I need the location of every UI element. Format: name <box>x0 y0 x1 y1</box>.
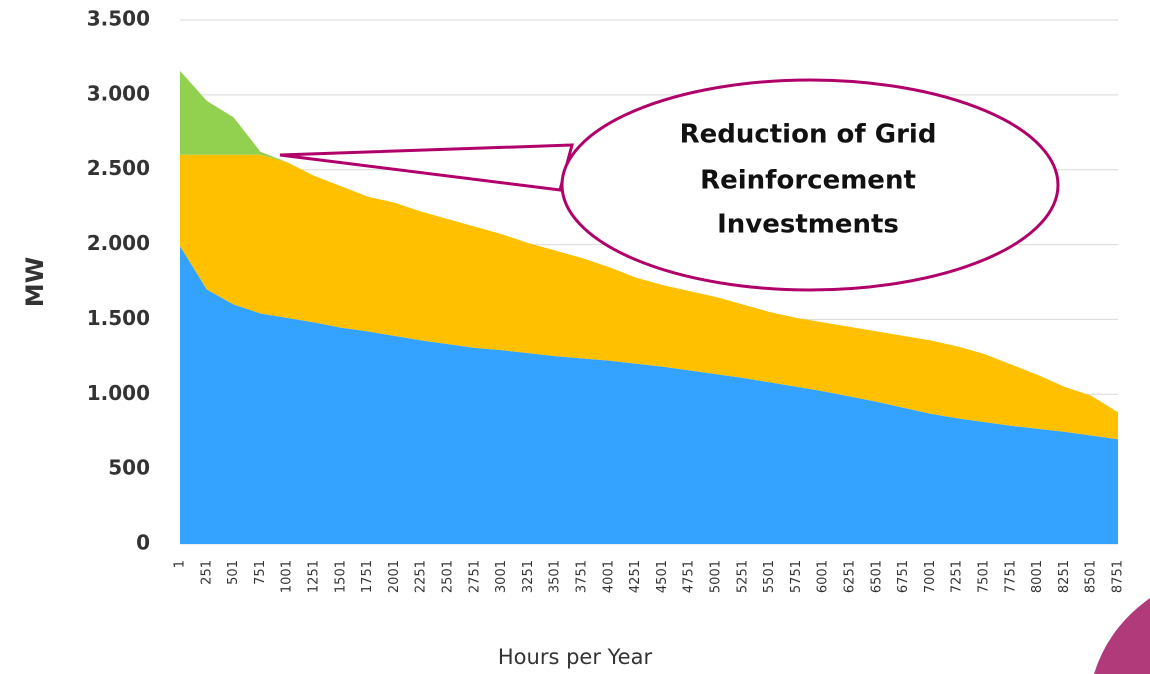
area <box>180 154 1118 440</box>
y-tick-label: 0 <box>136 531 150 555</box>
x-tick-label: 4001 <box>601 560 616 593</box>
x-tick-label: 7251 <box>950 560 965 593</box>
area <box>180 246 1118 544</box>
x-axis-label: Hours per Year <box>498 645 653 669</box>
x-tick-label: 3751 <box>575 560 590 593</box>
annotation-line: Reduction of Grid <box>680 120 937 150</box>
x-tick-label: 6501 <box>869 560 884 593</box>
x-tick-label: 6001 <box>816 560 831 593</box>
x-tick-label: 2001 <box>387 560 402 593</box>
x-tick-label: 5751 <box>789 560 804 593</box>
x-tick-label: 6251 <box>843 560 858 593</box>
x-tick-label: 4501 <box>655 560 670 593</box>
y-tick-label: 3.500 <box>87 7 150 31</box>
x-tick-label: 7001 <box>923 560 938 593</box>
y-tick-label: 3.000 <box>87 81 150 105</box>
callout: Reduction of Grid Reinforcement Investme… <box>279 78 1060 292</box>
x-tick-label: 3501 <box>548 560 563 593</box>
x-tick-label: 5001 <box>709 560 724 593</box>
x-tick-label: 8251 <box>1057 560 1072 593</box>
x-tick-label: 2501 <box>441 560 456 593</box>
x-tick-label: 1251 <box>307 560 322 593</box>
x-tick-label: 501 <box>226 560 241 585</box>
areas <box>180 70 1118 544</box>
y-tick-label: 1.000 <box>87 381 150 405</box>
x-tick-label: 1501 <box>333 560 348 593</box>
annotation-line: Reinforcement <box>700 166 916 196</box>
y-tick-label: 2.000 <box>87 231 150 255</box>
callout-ellipse <box>560 78 1060 292</box>
y-tick-label: 2.500 <box>87 156 150 180</box>
x-tick-label: 2751 <box>467 560 482 593</box>
x-tick-label: 8501 <box>1084 560 1099 593</box>
x-tick-label: 2251 <box>414 560 429 593</box>
x-tick-label: 5501 <box>762 560 777 593</box>
y-axis-label: MW <box>21 257 49 307</box>
x-tick-label: 7751 <box>1003 560 1018 593</box>
x-tick-label: 1001 <box>280 560 295 593</box>
x-tick-label: 7501 <box>977 560 992 593</box>
x-tick-label: 8001 <box>1030 560 1045 593</box>
y-tick-label: 1.500 <box>87 306 150 330</box>
x-tick-label: 3251 <box>521 560 536 593</box>
x-tick-label: 3001 <box>494 560 509 593</box>
corner-decoration <box>1094 598 1150 674</box>
annotation-line: Investments <box>717 210 899 240</box>
x-tick-label: 251 <box>199 560 214 585</box>
x-tick-label: 8751 <box>1111 560 1126 593</box>
x-tick-label: 4751 <box>682 560 697 593</box>
x-tick-label: 1 <box>173 560 188 568</box>
y-tick-label: 500 <box>108 456 150 480</box>
x-tick-label: 751 <box>253 560 268 585</box>
x-tick-label: 5251 <box>735 560 750 593</box>
x-tick-label: 4251 <box>628 560 643 593</box>
x-tick-label: 1751 <box>360 560 375 593</box>
x-tick-label: 6751 <box>896 560 911 593</box>
